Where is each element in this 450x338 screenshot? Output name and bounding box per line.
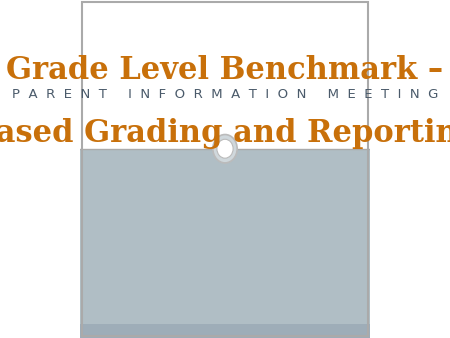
FancyBboxPatch shape [80,149,370,338]
Circle shape [213,135,237,163]
FancyBboxPatch shape [80,0,370,149]
Text: P  A  R  E  N  T     I  N  F  O  R  M  A  T  I  O  N     M  E  E  T  I  N  G: P A R E N T I N F O R M A T I O N M E E … [12,88,438,101]
Circle shape [217,139,233,158]
Text: Based Grading and Reporting: Based Grading and Reporting [0,118,450,149]
FancyBboxPatch shape [80,324,370,338]
Text: Grade Level Benchmark –: Grade Level Benchmark – [6,55,444,87]
